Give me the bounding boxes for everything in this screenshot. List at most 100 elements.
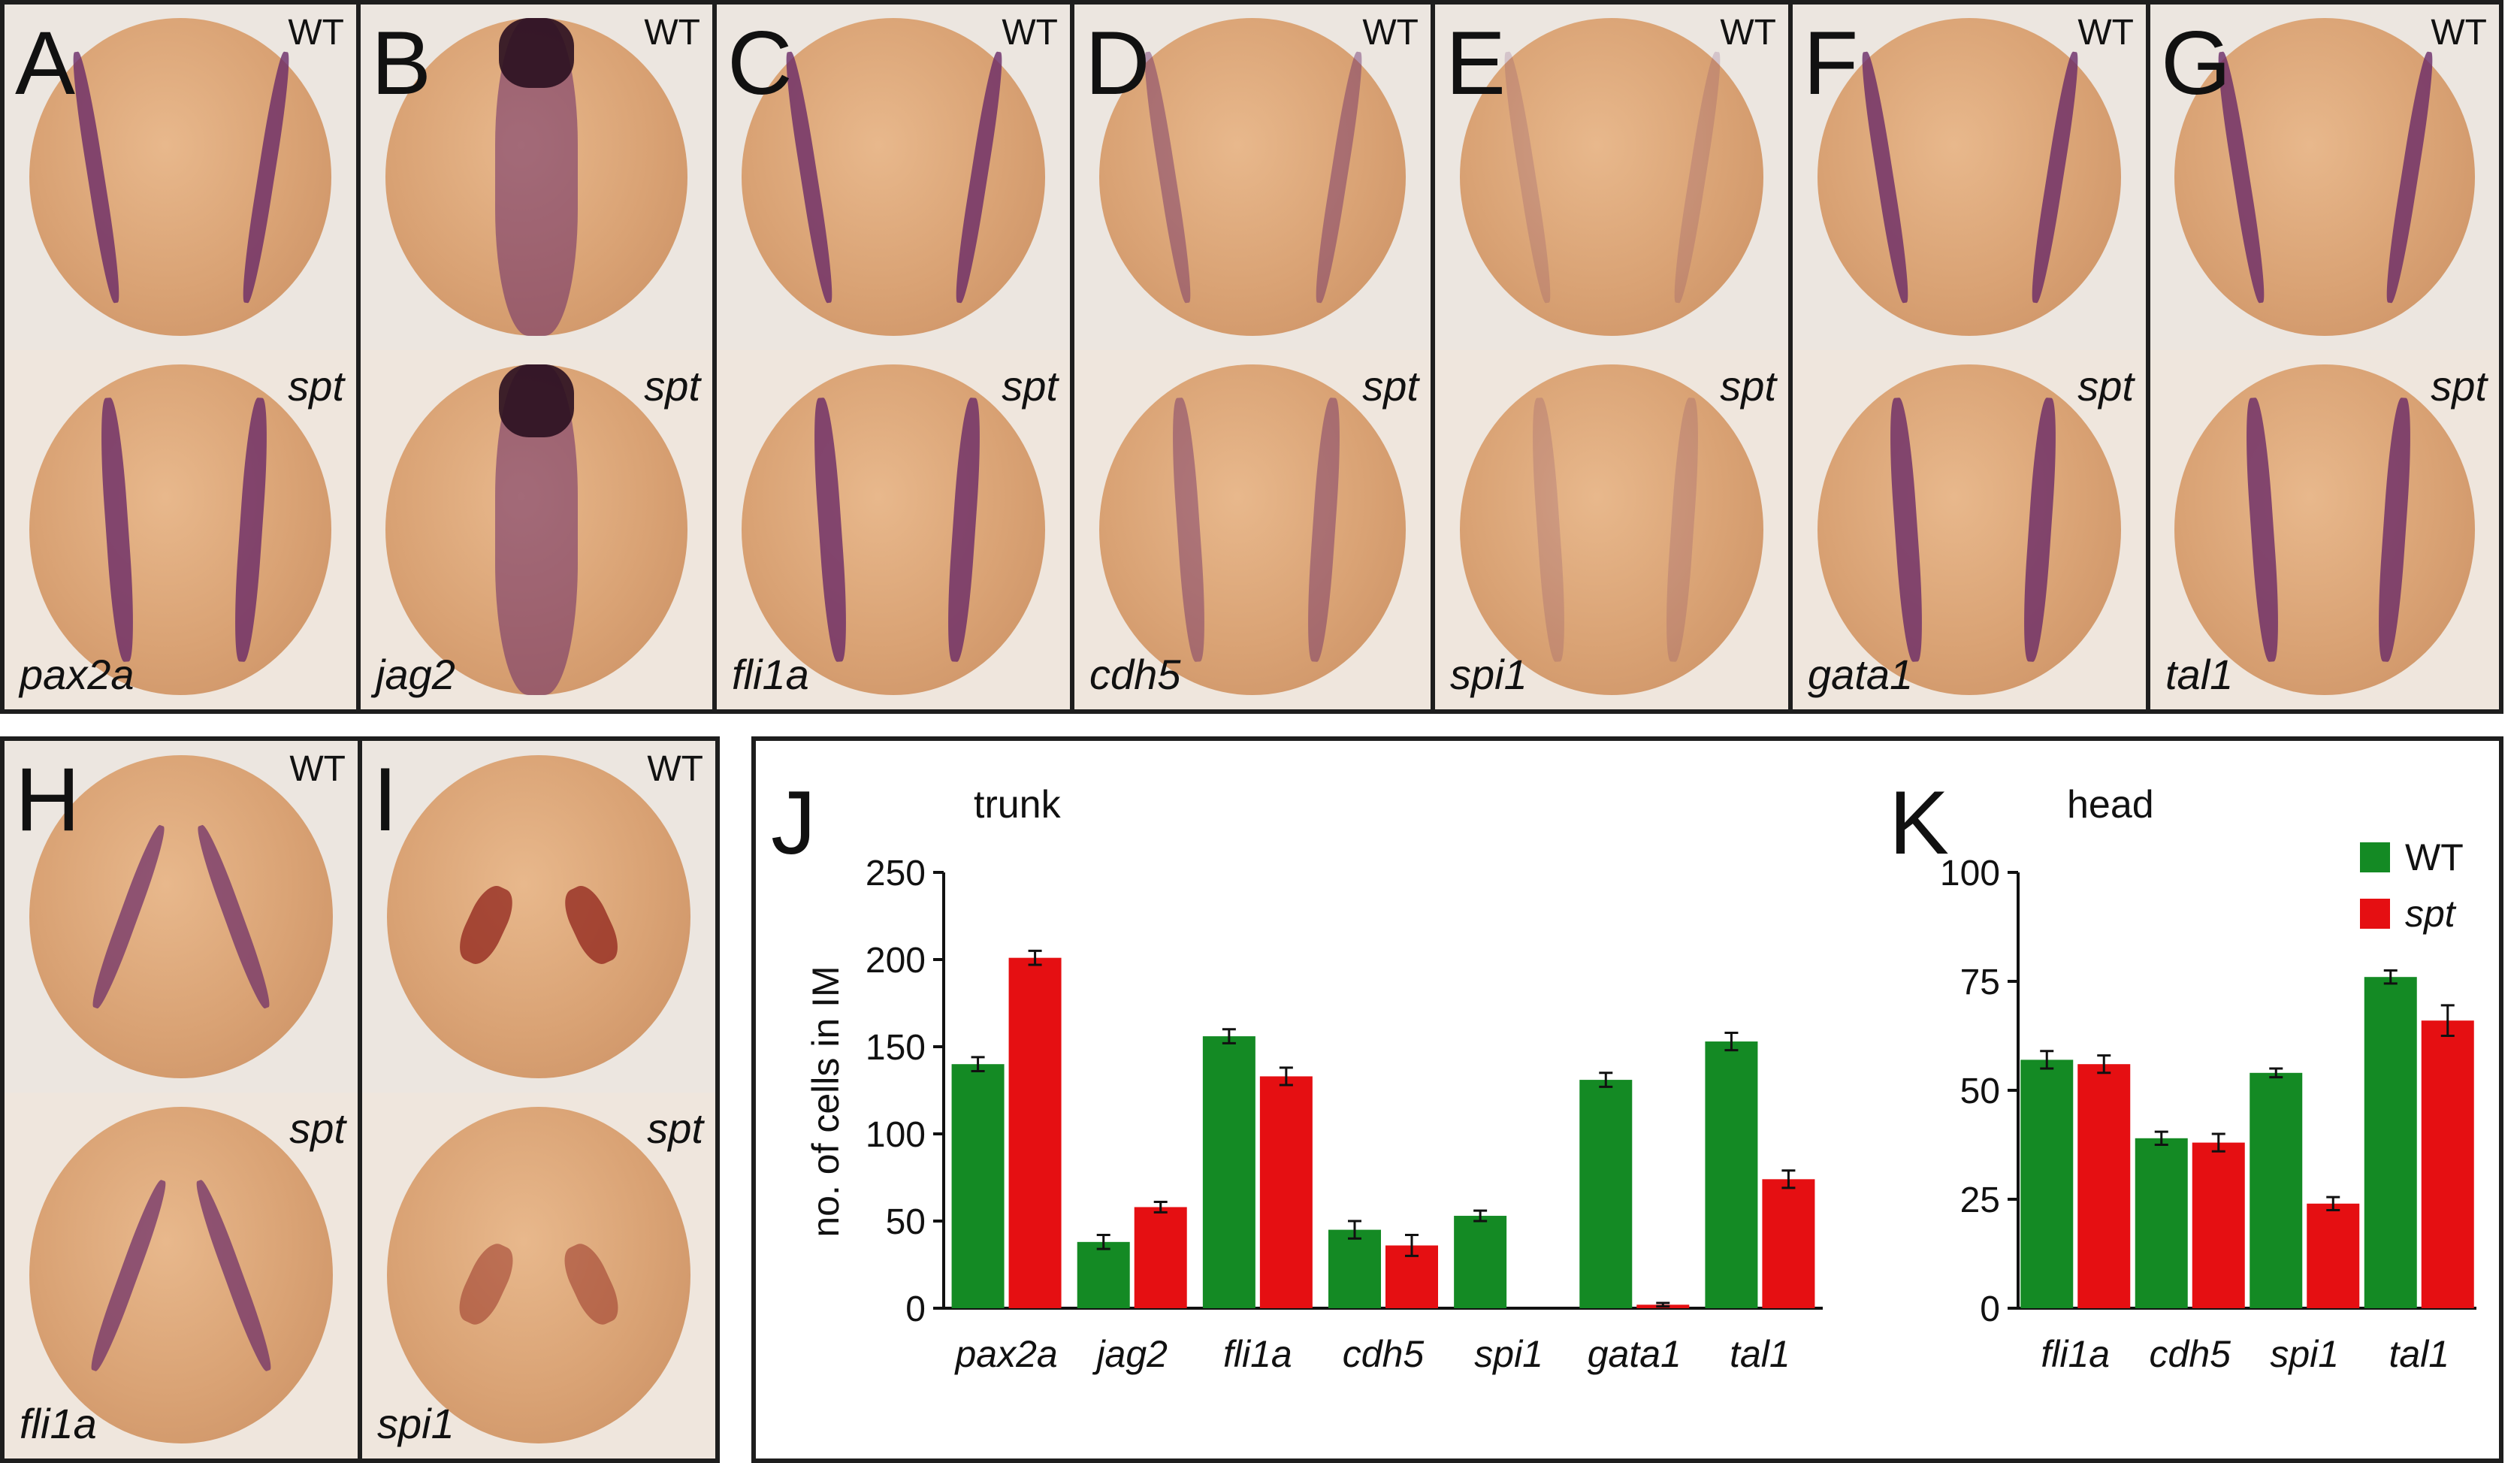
embryo — [1459, 364, 1764, 695]
gene-label: spi1 — [1450, 651, 1527, 698]
wildtype-image — [717, 5, 1070, 350]
panel-a: A WT spt pax2a — [5, 5, 356, 709]
wildtype-label: WT — [2431, 13, 2487, 53]
panel-letter: G — [2161, 13, 2231, 113]
wildtype-label: WT — [288, 13, 344, 53]
head-bar-spt — [2421, 1020, 2474, 1308]
panel-letter: I — [373, 749, 398, 850]
embryo — [29, 18, 332, 337]
stain-stripe — [2381, 50, 2438, 304]
stain-spots — [557, 880, 626, 970]
embryo — [2174, 364, 2475, 695]
panel-letter: A — [15, 13, 76, 113]
mutant-image — [5, 349, 356, 709]
legend-label-spt: spt — [2405, 893, 2457, 935]
head-bar-spt — [2307, 1203, 2360, 1308]
head-bar-wt — [2135, 1138, 2188, 1308]
wildtype-image — [361, 5, 712, 350]
trunk-y-tick-label: 0 — [905, 1289, 926, 1329]
embryo — [1817, 18, 2122, 337]
trunk-category-label: pax2a — [953, 1333, 1057, 1375]
stain-arch — [190, 1177, 277, 1374]
stain-spots — [556, 1238, 627, 1330]
gene-label: jag2 — [376, 651, 455, 698]
stain-stripe — [1857, 50, 1914, 304]
wildtype-image — [1435, 5, 1788, 350]
embryo — [29, 754, 334, 1079]
gene-label: tal1 — [2165, 651, 2234, 698]
trunk-bar-spt — [1008, 957, 1062, 1308]
embryo — [385, 18, 688, 337]
stain-arch — [192, 822, 276, 1011]
trunk-bar-wt — [1454, 1216, 1507, 1308]
panel-b: B WT spt jag2 — [361, 5, 712, 709]
trunk-bar-wt — [1579, 1080, 1633, 1308]
trunk-category-label: tal1 — [1730, 1333, 1790, 1375]
trunk-y-tick-label: 200 — [866, 941, 926, 981]
bottom-row-frame: H WT spt fli1a I WT spt spi1 — [0, 736, 720, 1463]
gene-label: gata1 — [1808, 651, 1914, 698]
stain-stripe — [1669, 50, 1726, 304]
trunk-bar-spt — [1134, 1207, 1187, 1308]
stain-stripe — [2026, 50, 2083, 304]
mutant-label: spt — [288, 361, 344, 410]
mutant-label: spt — [2431, 361, 2487, 410]
mutant-label: spt — [2077, 361, 2134, 410]
legend: WT spt — [2360, 836, 2464, 935]
wildtype-label: WT — [1720, 13, 1776, 53]
gene-label: fli1a — [20, 1400, 97, 1447]
head-bar-wt — [2250, 1072, 2303, 1308]
stain-stripe — [1310, 50, 1367, 304]
head-y-tick-label: 100 — [1940, 854, 2000, 893]
stain-stripe — [1885, 397, 1927, 663]
head-category-label: cdh5 — [2150, 1333, 2231, 1375]
mutant-label: spt — [1362, 361, 1419, 410]
gene-label: pax2a — [20, 651, 134, 698]
trunk-bar-wt — [951, 1064, 1005, 1308]
stain-stripe — [1168, 397, 1210, 663]
mutant-image — [1074, 349, 1431, 709]
trunk-bar-spt — [1762, 1179, 1815, 1308]
embryo — [741, 18, 1046, 337]
head-y-tick-label: 50 — [1960, 1072, 2000, 1111]
gene-label: cdh5 — [1089, 651, 1181, 698]
trunk-bar-spt — [1259, 1076, 1313, 1308]
embryo — [1099, 18, 1406, 337]
chart-frame: J trunk no. of cells in IM 0 50 100 150 200 2… — [751, 736, 2503, 1463]
panel-g: G WT spt tal1 — [2150, 5, 2499, 709]
stain-stripe — [2373, 397, 2416, 663]
embryo — [385, 364, 688, 695]
stain-stripe — [1661, 397, 1703, 663]
trunk-category-label: jag2 — [1092, 1333, 1168, 1375]
stain-stripe — [950, 50, 1008, 304]
panel-letter: E — [1446, 13, 1506, 113]
head-bar-wt — [2020, 1059, 2074, 1308]
panel-h: H WT spt fli1a — [5, 741, 358, 1458]
panel-d: D WT spt cdh5 — [1074, 5, 1431, 709]
wildtype-label: WT — [1002, 13, 1058, 53]
head-y-tick-label: 75 — [1960, 963, 2000, 1002]
wildtype-image — [1793, 5, 2146, 350]
head-bar-spt — [2077, 1064, 2131, 1308]
stain-head — [498, 364, 574, 437]
wildtype-label: WT — [647, 749, 703, 789]
stain-arch — [85, 1177, 172, 1374]
stain-stripe — [943, 397, 985, 663]
embryo — [386, 754, 691, 1079]
trunk-y-tick-label: 250 — [866, 854, 926, 893]
chart-k-letter: K — [1889, 772, 1949, 873]
head-y-tick-label: 25 — [1960, 1180, 2000, 1220]
embryo — [386, 1107, 691, 1444]
stain-spots — [451, 1238, 521, 1330]
mutant-image — [1793, 349, 2146, 709]
wildtype-image — [5, 5, 356, 350]
trunk-bar-wt — [1077, 1241, 1130, 1308]
legend-swatch-wt — [2360, 842, 2390, 872]
head-y-tick-label: 0 — [1980, 1289, 2000, 1329]
embryo — [1099, 364, 1406, 695]
gene-label: fli1a — [732, 651, 809, 698]
head-bar-wt — [2364, 977, 2417, 1308]
wildtype-label: WT — [289, 749, 346, 789]
embryo — [2174, 18, 2475, 337]
head-bar-spt — [2192, 1142, 2245, 1308]
